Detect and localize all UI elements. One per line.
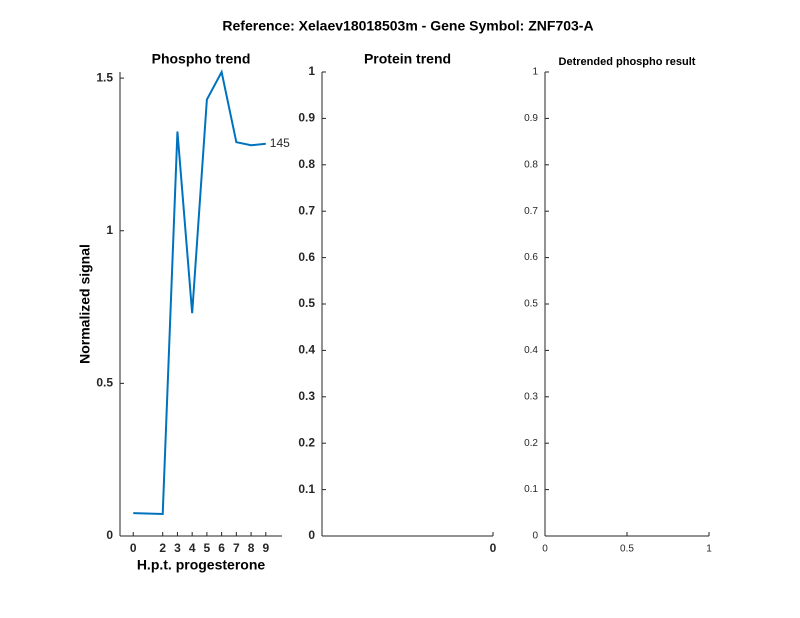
x-tick-label: 3 bbox=[174, 541, 181, 555]
y-tick-label: 1.5 bbox=[96, 70, 113, 84]
y-tick-label: 0.3 bbox=[524, 391, 538, 402]
y-tick-label: 0.7 bbox=[298, 203, 315, 217]
y-tick-label: 0 bbox=[532, 531, 538, 542]
y-tick-label: 0.3 bbox=[298, 389, 315, 403]
y-tick-label: 0.6 bbox=[524, 252, 538, 263]
y-tick-label: 0.2 bbox=[524, 438, 538, 449]
x-tick-label: 0 bbox=[130, 541, 137, 555]
y-tick-label: 0.9 bbox=[524, 113, 538, 124]
y-tick-label: 0 bbox=[106, 528, 113, 542]
y-tick-label: 0.9 bbox=[298, 111, 315, 125]
x-tick-label: 6 bbox=[218, 541, 225, 555]
x-tick-label: 8 bbox=[248, 541, 255, 555]
y-tick-label: 0.8 bbox=[298, 157, 315, 171]
subplot-title: Phospho trend bbox=[152, 51, 251, 67]
x-tick-label: 0 bbox=[490, 541, 497, 555]
y-tick-label: 0.1 bbox=[298, 482, 315, 496]
y-tick-label: 0.1 bbox=[524, 484, 538, 495]
x-tick-label: 0.5 bbox=[620, 544, 634, 555]
y-tick-label: 0.4 bbox=[524, 345, 538, 356]
x-tick-label: 7 bbox=[233, 541, 240, 555]
y-tick-label: 0.6 bbox=[298, 250, 315, 264]
x-tick-label: 0 bbox=[542, 544, 548, 555]
annotation: 145 bbox=[270, 136, 290, 150]
y-tick-label: 0.5 bbox=[96, 376, 113, 390]
line bbox=[133, 69, 266, 516]
y-tick-label: 1 bbox=[532, 67, 538, 78]
y-tick-label: 1 bbox=[106, 223, 113, 237]
y-tick-label: 0.4 bbox=[298, 343, 315, 357]
y-axis-label: Normalized signal bbox=[77, 244, 93, 364]
figure-title: Reference: Xelaev18018503m - Gene Symbol… bbox=[222, 18, 593, 34]
y-tick-label: 0 bbox=[308, 528, 315, 542]
y-tick-label: 0.8 bbox=[524, 159, 538, 170]
subplot-title: Detrended phospho result bbox=[559, 56, 696, 68]
x-tick-label: 4 bbox=[189, 541, 196, 555]
x-tick-label: 9 bbox=[262, 541, 269, 555]
x-tick-label: 5 bbox=[204, 541, 211, 555]
y-tick-label: 0.7 bbox=[524, 206, 538, 217]
x-axis-label: H.p.t. progesterone bbox=[137, 557, 266, 573]
x-tick-label: 2 bbox=[159, 541, 166, 555]
subplot-title: Protein trend bbox=[364, 51, 451, 67]
y-tick-label: 0.5 bbox=[524, 299, 538, 310]
y-tick-label: 0.5 bbox=[298, 296, 315, 310]
x-tick-label: 1 bbox=[706, 544, 712, 555]
y-tick-label: 0.2 bbox=[298, 435, 315, 449]
y-tick-label: 1 bbox=[308, 64, 315, 78]
